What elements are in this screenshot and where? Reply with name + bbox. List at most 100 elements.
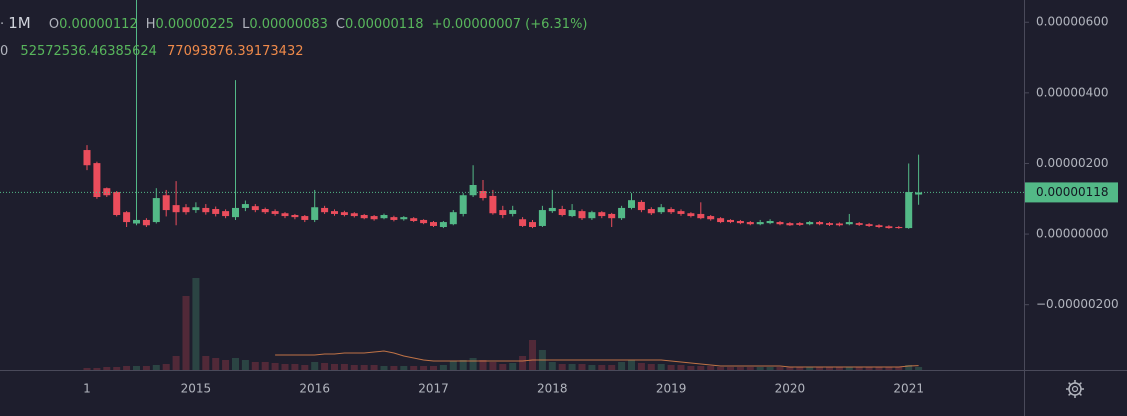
volume-bar (380, 366, 388, 370)
candle-body (152, 198, 160, 223)
volume-bar (667, 365, 675, 370)
y-tick-label: 0.00000600 (1036, 15, 1109, 29)
candle-body (766, 221, 774, 224)
ohlc-value: 0.00000112 (59, 17, 138, 32)
candle-body (360, 215, 368, 219)
volume-bar (568, 364, 576, 370)
volume-bar (558, 364, 566, 370)
candle-body (885, 226, 893, 229)
x-tick-label: 2017 (418, 382, 449, 396)
candle-body (291, 215, 299, 218)
candle-body (608, 213, 616, 219)
candle-body (756, 222, 764, 225)
candle-body (519, 219, 527, 226)
volume-bar (400, 366, 408, 370)
candle-body (261, 209, 269, 213)
volume-bar (519, 356, 527, 370)
volume-bar (251, 362, 259, 370)
candle-body (499, 210, 507, 216)
volume-bar (162, 364, 170, 370)
candle-body (707, 216, 715, 220)
candle-body (400, 217, 408, 220)
candle-body (727, 219, 734, 223)
candle-body (410, 218, 418, 222)
candle-body (449, 212, 457, 225)
volume-bar (439, 365, 447, 370)
candle-body (93, 163, 101, 198)
candle-body (905, 192, 913, 229)
candle-body (172, 205, 180, 213)
y-tick-label: −0.00000200 (1036, 297, 1119, 311)
candle-body (469, 185, 477, 196)
volume-bar (895, 367, 903, 370)
volume-bar (598, 365, 606, 370)
volume-bar (479, 360, 487, 370)
candle-body (311, 207, 319, 220)
volume-bar (697, 366, 705, 370)
candle-body (776, 222, 784, 225)
volume-label: 0 (0, 44, 9, 59)
volume-bar (647, 364, 655, 370)
volume-bar (905, 365, 913, 370)
candle-body (222, 211, 230, 217)
price-change: +0.00000007 (+6.31%) (431, 17, 588, 32)
candle-body (845, 222, 853, 225)
last-price-label: 0.00000118 (1036, 185, 1109, 199)
volume-bar (410, 366, 418, 370)
candle-body (133, 219, 140, 224)
ohlc-value: 0.00000225 (155, 17, 235, 32)
candle-body (657, 207, 665, 213)
volume-bar (657, 364, 665, 370)
candle-body (232, 207, 239, 218)
candle-body (647, 209, 655, 214)
volume-bar (212, 358, 220, 370)
volume-bar (746, 367, 754, 370)
candle-body (538, 210, 546, 226)
volume-bar (608, 365, 616, 370)
volume-bar (271, 363, 279, 370)
candle-body (202, 207, 210, 213)
volume-bar (776, 367, 784, 370)
candle-body (439, 222, 447, 228)
candle-body (717, 218, 725, 223)
volume-bar (885, 367, 893, 370)
volume-bar (469, 358, 477, 370)
y-tick-label: 0.00000000 (1036, 227, 1109, 241)
volume-bar (321, 363, 329, 370)
volume-bar (637, 363, 645, 370)
candle-body (331, 211, 338, 214)
volume-bar (826, 367, 833, 370)
ohlc-key: C (335, 17, 345, 32)
volume-bar (222, 360, 230, 370)
volume-bar (340, 364, 348, 370)
candle-body (340, 212, 348, 216)
volume-bar (509, 363, 517, 370)
volume-bar (133, 366, 140, 370)
volume-bar (707, 366, 715, 370)
volume-bar (915, 366, 923, 370)
candle-body (142, 219, 150, 226)
candle-body (271, 211, 279, 214)
candle-body (558, 209, 566, 216)
volume-bar (202, 356, 210, 370)
volume-bar (618, 362, 626, 370)
volume-bar (123, 366, 131, 370)
volume-bar (449, 361, 457, 370)
candle-body (677, 211, 685, 214)
candle-body (430, 222, 437, 226)
candle-body (548, 207, 556, 212)
volume-bar (588, 365, 596, 370)
candle-body (113, 192, 121, 216)
volume-bar (529, 340, 536, 370)
volume-ma-line (275, 350, 919, 368)
ohlc-key: O (48, 17, 60, 32)
candle-body (915, 192, 923, 195)
volume-bar (172, 356, 180, 370)
candle-body (162, 195, 170, 211)
candle-body (529, 222, 536, 228)
volume-bar (855, 367, 863, 370)
candle-body (350, 213, 358, 217)
settings-icon[interactable] (1066, 380, 1084, 398)
